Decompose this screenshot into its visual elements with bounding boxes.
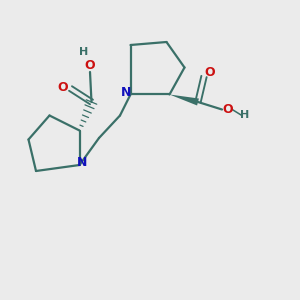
Text: H: H [240, 110, 249, 120]
Polygon shape [169, 94, 199, 106]
Text: O: O [58, 81, 68, 94]
Text: O: O [222, 103, 233, 116]
Text: N: N [77, 155, 88, 169]
Text: O: O [205, 66, 215, 80]
Text: H: H [80, 46, 88, 57]
Text: N: N [121, 86, 131, 100]
Text: O: O [85, 59, 95, 72]
